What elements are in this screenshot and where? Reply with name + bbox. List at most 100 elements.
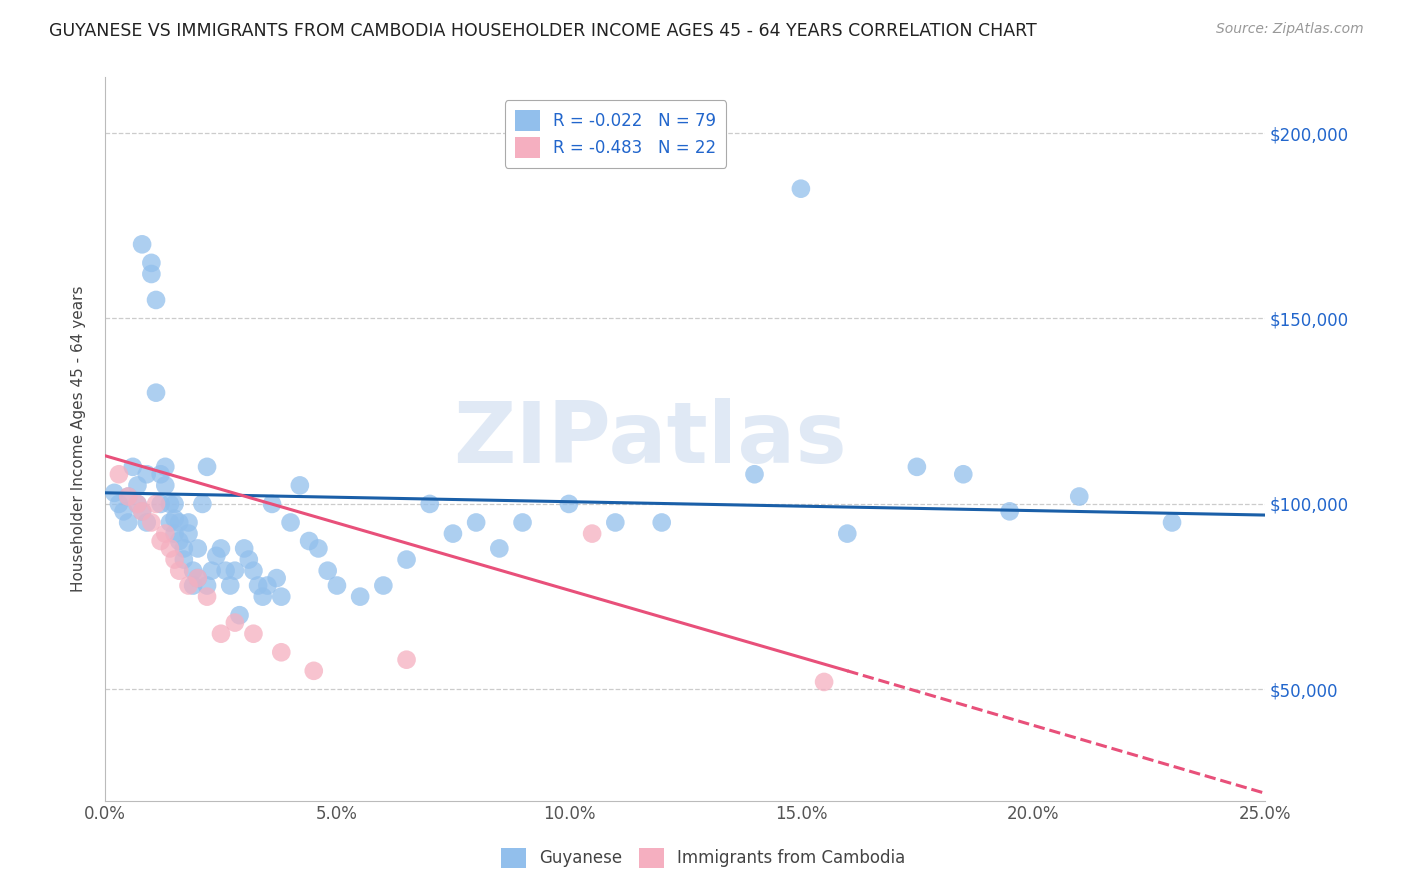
Point — [135, 467, 157, 482]
Point — [195, 578, 218, 592]
Point — [242, 564, 264, 578]
Point — [145, 497, 167, 511]
Point — [149, 467, 172, 482]
Point — [558, 497, 581, 511]
Point — [952, 467, 974, 482]
Y-axis label: Householder Income Ages 45 - 64 years: Householder Income Ages 45 - 64 years — [72, 285, 86, 592]
Point — [163, 512, 186, 526]
Point — [233, 541, 256, 556]
Point — [288, 478, 311, 492]
Point — [177, 526, 200, 541]
Point — [117, 490, 139, 504]
Point — [280, 516, 302, 530]
Point — [266, 571, 288, 585]
Point — [195, 590, 218, 604]
Point — [256, 578, 278, 592]
Point — [790, 182, 813, 196]
Point — [605, 516, 627, 530]
Point — [209, 626, 232, 640]
Point — [127, 497, 149, 511]
Point — [998, 504, 1021, 518]
Point — [512, 516, 534, 530]
Point — [488, 541, 510, 556]
Point — [108, 497, 131, 511]
Point — [173, 552, 195, 566]
Point — [117, 490, 139, 504]
Point — [177, 516, 200, 530]
Point — [167, 564, 190, 578]
Point — [159, 541, 181, 556]
Point — [131, 504, 153, 518]
Point — [395, 552, 418, 566]
Point — [191, 497, 214, 511]
Point — [163, 526, 186, 541]
Point — [149, 534, 172, 549]
Point — [163, 497, 186, 511]
Point — [302, 664, 325, 678]
Point — [167, 516, 190, 530]
Point — [813, 675, 835, 690]
Point — [349, 590, 371, 604]
Point — [201, 564, 224, 578]
Point — [141, 256, 163, 270]
Point — [163, 552, 186, 566]
Legend: R = -0.022   N = 79, R = -0.483   N = 22: R = -0.022 N = 79, R = -0.483 N = 22 — [505, 100, 725, 168]
Point — [744, 467, 766, 482]
Point — [121, 459, 143, 474]
Point — [131, 504, 153, 518]
Point — [141, 267, 163, 281]
Point — [141, 516, 163, 530]
Point — [247, 578, 270, 592]
Point — [214, 564, 236, 578]
Point — [145, 293, 167, 307]
Point — [108, 467, 131, 482]
Point — [581, 526, 603, 541]
Point — [117, 516, 139, 530]
Legend: Guyanese, Immigrants from Cambodia: Guyanese, Immigrants from Cambodia — [494, 841, 912, 875]
Point — [270, 590, 292, 604]
Point — [242, 626, 264, 640]
Point — [260, 497, 283, 511]
Point — [127, 478, 149, 492]
Point — [205, 549, 228, 563]
Point — [181, 564, 204, 578]
Point — [209, 541, 232, 556]
Point — [224, 615, 246, 630]
Point — [167, 534, 190, 549]
Point — [187, 541, 209, 556]
Point — [651, 516, 673, 530]
Point — [224, 564, 246, 578]
Point — [195, 459, 218, 474]
Point — [465, 516, 488, 530]
Text: ZIPatlas: ZIPatlas — [453, 398, 846, 481]
Point — [326, 578, 349, 592]
Point — [159, 497, 181, 511]
Point — [155, 526, 177, 541]
Point — [103, 485, 125, 500]
Point — [149, 497, 172, 511]
Point — [905, 459, 928, 474]
Point — [837, 526, 859, 541]
Point — [173, 541, 195, 556]
Point — [135, 516, 157, 530]
Point — [187, 571, 209, 585]
Point — [238, 552, 260, 566]
Point — [145, 385, 167, 400]
Point — [187, 571, 209, 585]
Point — [219, 578, 242, 592]
Point — [155, 478, 177, 492]
Point — [316, 564, 339, 578]
Point — [270, 645, 292, 659]
Point — [441, 526, 464, 541]
Point — [298, 534, 321, 549]
Point — [112, 504, 135, 518]
Point — [181, 578, 204, 592]
Point — [155, 459, 177, 474]
Point — [1069, 490, 1091, 504]
Point — [131, 237, 153, 252]
Point — [395, 653, 418, 667]
Point — [419, 497, 441, 511]
Point — [228, 608, 250, 623]
Point — [373, 578, 395, 592]
Point — [127, 497, 149, 511]
